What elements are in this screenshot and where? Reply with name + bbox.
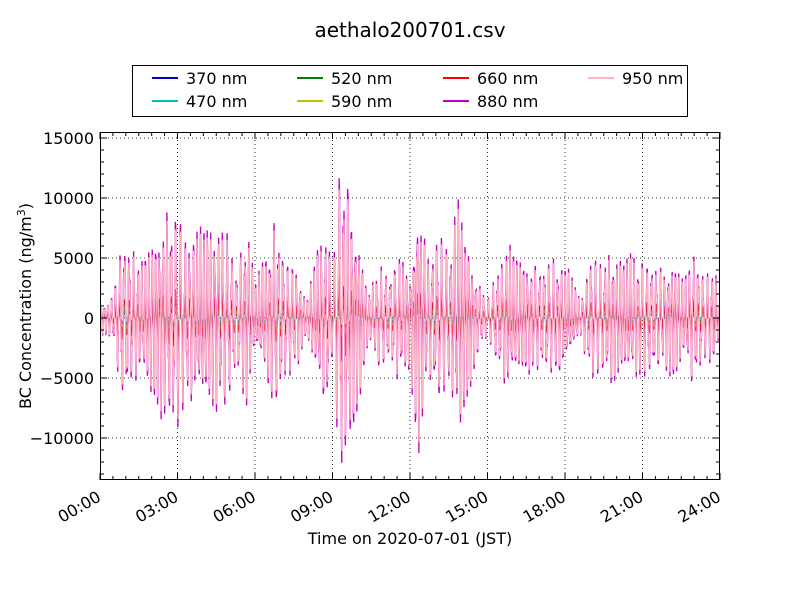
x-tick-label: 18:00 xyxy=(520,487,569,527)
x-tick-label: 09:00 xyxy=(287,487,336,527)
x-tick-label: 21:00 xyxy=(597,487,646,527)
y-tick-label: −10000 xyxy=(30,429,94,448)
x-axis-label: Time on 2020-07-01 (JST) xyxy=(307,529,512,548)
y-tick-label: −5000 xyxy=(40,369,94,388)
x-tick-label: 06:00 xyxy=(210,487,259,527)
y-axis-label-main: BC Concentration (ng/m xyxy=(16,216,35,409)
y-axis-label-tail: ) xyxy=(16,203,35,209)
y-axis: 15000 10000 5000 0 −5000 −10000 xyxy=(30,129,720,475)
x-tick-label: 00:00 xyxy=(55,487,104,527)
y-tick-label: 5000 xyxy=(53,249,94,268)
legend-label: 590 nm xyxy=(331,92,392,111)
y-axis-label-superscript: 3 xyxy=(15,209,28,216)
x-tick-label: 15:00 xyxy=(442,487,491,527)
series-lines xyxy=(100,178,720,463)
y-axis-label: BC Concentration (ng/m3) xyxy=(15,203,36,409)
legend-label: 950 nm xyxy=(622,69,683,88)
legend-label: 520 nm xyxy=(331,69,392,88)
legend-frame xyxy=(132,65,688,117)
legend: 370 nm 470 nm 520 nm 590 nm 660 nm 880 nm 950 … xyxy=(132,65,688,117)
y-tick-label: 0 xyxy=(84,309,94,328)
legend-label: 470 nm xyxy=(186,92,247,111)
y-tick-label: 10000 xyxy=(43,189,94,208)
x-tick-label: 12:00 xyxy=(365,487,414,527)
y-tick-label: 15000 xyxy=(43,129,94,148)
legend-label: 880 nm xyxy=(477,92,538,111)
x-tick-label: 03:00 xyxy=(132,487,181,527)
chart-title: aethalo200701.csv xyxy=(314,18,505,42)
x-tick-label: 24:00 xyxy=(675,487,724,527)
series-line-950-nm xyxy=(100,189,720,452)
legend-label: 370 nm xyxy=(186,69,247,88)
legend-label: 660 nm xyxy=(477,69,538,88)
grid xyxy=(100,132,720,480)
